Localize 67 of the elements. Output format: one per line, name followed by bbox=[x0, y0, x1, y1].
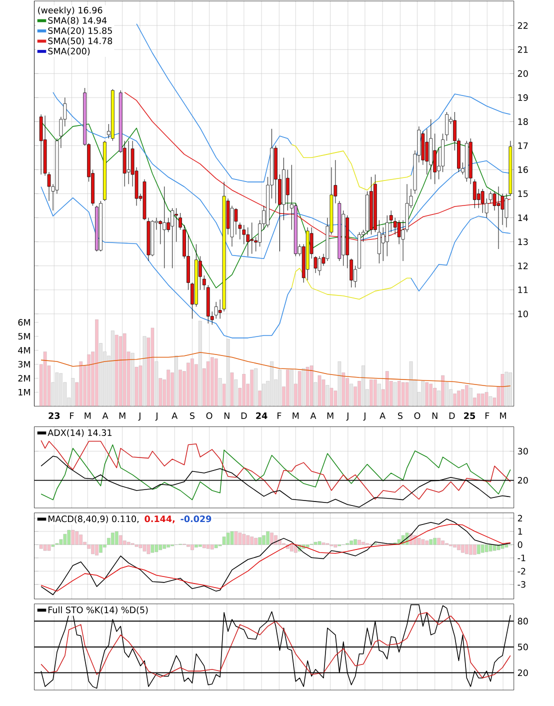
annotation: -0.029 bbox=[180, 516, 212, 522]
x-tick-label: A bbox=[380, 412, 386, 419]
y2-tick-label: 6M bbox=[18, 319, 30, 326]
y-tick-label: 0 bbox=[518, 541, 522, 548]
x-tick-label: D bbox=[241, 412, 247, 419]
x-tick-label: S bbox=[398, 412, 403, 420]
y-tick-label: 17 bbox=[518, 142, 528, 149]
y-tick-label: 2 bbox=[518, 514, 522, 522]
x-tick-label: J bbox=[346, 412, 348, 421]
x-tick-label: N bbox=[432, 412, 438, 419]
x-tick-label: M bbox=[500, 412, 506, 419]
y-tick-label: 20 bbox=[518, 70, 528, 77]
y-tick-label: 21 bbox=[518, 46, 528, 53]
x-tick-label: F bbox=[485, 412, 490, 419]
y-tick-label: 13 bbox=[518, 238, 528, 246]
y-tick-label: 50 bbox=[518, 644, 528, 650]
legend-label: Full STO %K(14) %D(5) bbox=[48, 606, 148, 614]
y-tick-label: 20 bbox=[518, 476, 528, 484]
x-tick-label: 25 bbox=[464, 412, 476, 420]
y2-tick-label: 1M bbox=[18, 389, 30, 396]
x-tick-label: M bbox=[327, 412, 334, 419]
y-tick-label: 20 bbox=[518, 669, 528, 676]
legend-label: SMA(8) 14.94 bbox=[48, 16, 107, 25]
y-tick-label: 14 bbox=[518, 214, 528, 221]
legend-label: ADX(14) 14.31 bbox=[48, 429, 112, 438]
x-tick-label: 24 bbox=[256, 412, 268, 419]
y-tick-label: 15 bbox=[518, 190, 528, 197]
x-tick-label: A bbox=[172, 412, 178, 419]
legend-label: SMA(50) 14.78 bbox=[48, 37, 112, 46]
y-tick-label: 18 bbox=[518, 118, 528, 125]
y-tick-label: -2 bbox=[518, 568, 526, 574]
x-tick-label: O bbox=[414, 412, 420, 420]
y-tick-label: -1 bbox=[518, 554, 526, 562]
y-tick-label: 10 bbox=[518, 310, 528, 318]
x-tick-label: F bbox=[70, 412, 74, 419]
y-tick-label: 1 bbox=[518, 528, 522, 535]
x-tick-label: D bbox=[449, 412, 455, 419]
x-tick-label: N bbox=[224, 412, 230, 419]
text: 0.144, bbox=[144, 516, 175, 524]
x-tick-label: O bbox=[206, 412, 212, 420]
y-tick-label: 19 bbox=[518, 94, 528, 101]
x-tick-label: A bbox=[102, 412, 108, 419]
y2-tick-label: 2M bbox=[18, 374, 30, 382]
x-tick-label: M bbox=[292, 412, 299, 419]
legend-label: SMA(200) bbox=[48, 48, 90, 56]
x-tick-label: M bbox=[84, 412, 91, 419]
y2-tick-label: 3M bbox=[18, 360, 30, 368]
y2-tick-label: 4M bbox=[18, 347, 30, 354]
x-tick-label: 23 bbox=[48, 412, 60, 420]
y-tick-label: 12 bbox=[518, 262, 528, 270]
x-tick-label: F bbox=[278, 412, 282, 419]
legend-label: MACD(8,40,9) 0.110, bbox=[48, 515, 139, 524]
x-tick-label: M bbox=[119, 412, 126, 419]
x-tick-label: J bbox=[138, 412, 140, 421]
legend-label: SMA(20) 15.85 bbox=[48, 27, 112, 35]
y-tick-label: 16 bbox=[518, 166, 528, 174]
x-tick-label: J bbox=[155, 412, 158, 421]
x-tick-label: S bbox=[190, 412, 195, 420]
x-tick-label: J bbox=[363, 412, 366, 421]
y2-tick-label: 5M bbox=[18, 333, 30, 340]
y-tick-label: 22 bbox=[518, 22, 528, 29]
y-tick-label: -3 bbox=[518, 581, 526, 588]
text: (weekly) 16.96 bbox=[38, 6, 102, 16]
x-tick-label: A bbox=[310, 412, 316, 419]
y-tick-label: 80 bbox=[518, 618, 528, 624]
y-tick-label: 30 bbox=[518, 448, 528, 455]
y-tick-label: 11 bbox=[518, 286, 528, 294]
